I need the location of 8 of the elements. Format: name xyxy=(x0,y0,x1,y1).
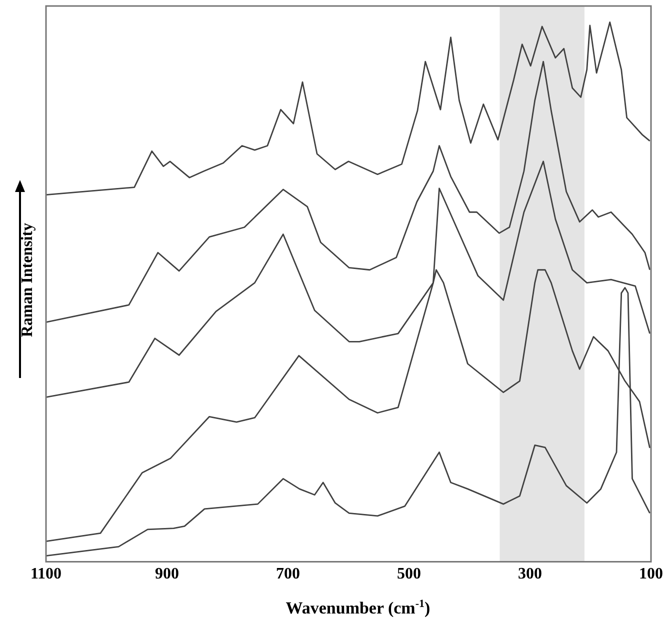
x-tick-label: 500 xyxy=(397,566,421,583)
y-axis-title: Raman Intensity xyxy=(19,222,37,338)
x-tick-label: 100 xyxy=(639,566,663,583)
x-tick-label: 900 xyxy=(155,566,179,583)
x-tick-label: 1100 xyxy=(30,566,62,583)
x-axis-title: Wavenumber (cm$^{-1}$) xyxy=(286,598,430,619)
x-tick-label: 300 xyxy=(518,566,542,583)
x-tick-label: 700 xyxy=(276,566,300,583)
